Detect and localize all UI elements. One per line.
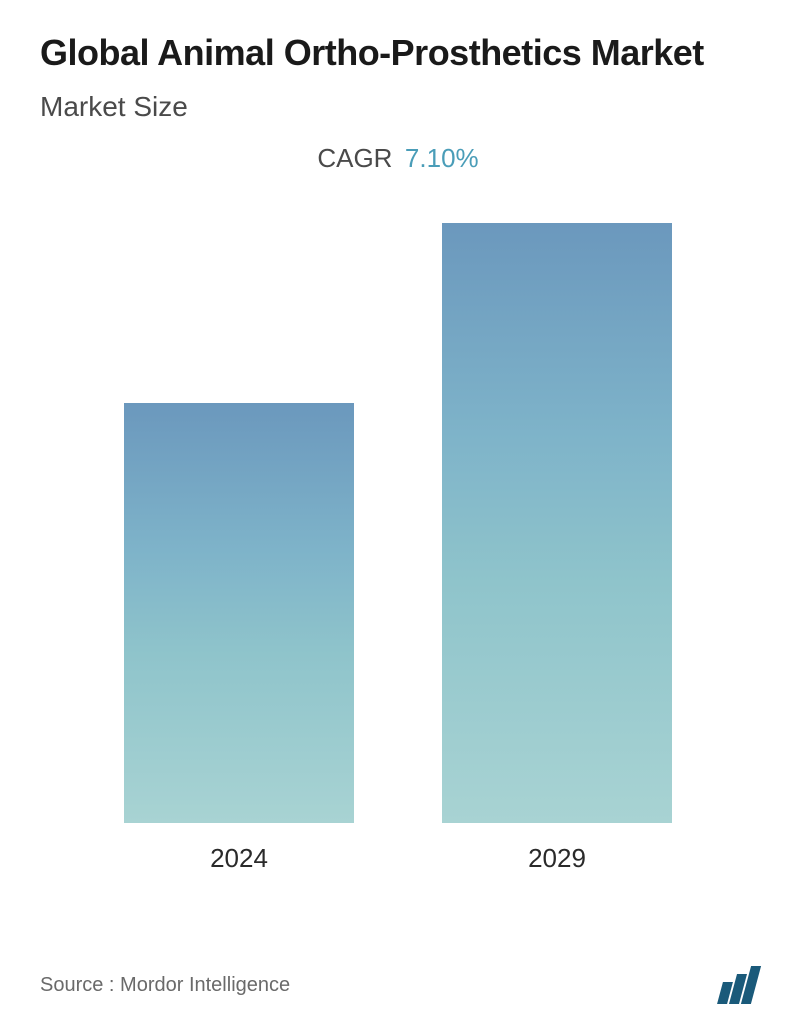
bar-group-2029: 2029: [398, 223, 716, 874]
footer: Source : Mordor Intelligence: [40, 966, 756, 1004]
bar-chart: 2024 2029: [40, 224, 756, 874]
logo-icon: [720, 966, 756, 1004]
cagr-container: CAGR 7.10%: [40, 143, 756, 174]
source-text: Source : Mordor Intelligence: [40, 974, 290, 997]
bar-label-2029: 2029: [528, 843, 586, 874]
cagr-value: 7.10%: [405, 143, 479, 173]
chart-title: Global Animal Ortho-Prosthetics Market: [40, 30, 756, 75]
mordor-logo: [720, 966, 756, 1004]
chart-subtitle: Market Size: [40, 91, 756, 123]
cagr-label: CAGR: [317, 143, 392, 173]
bar-2024: [124, 403, 354, 823]
bar-2029: [442, 223, 672, 823]
bar-group-2024: 2024: [80, 403, 398, 874]
bar-label-2024: 2024: [210, 843, 268, 874]
